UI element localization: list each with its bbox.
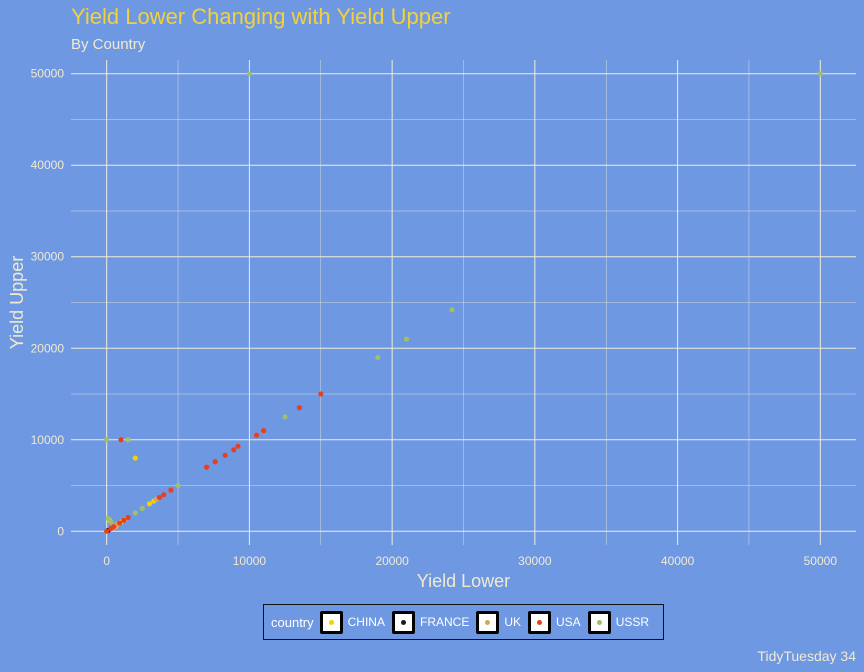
y-tick-label: 50000 <box>31 67 65 81</box>
data-point-usa <box>156 494 163 501</box>
legend-item-ussr: USSR <box>587 610 650 634</box>
x-tick-label: 10000 <box>233 554 267 568</box>
data-point-usa <box>231 447 237 453</box>
data-point-china <box>132 455 138 461</box>
data-point-ussr <box>104 437 110 443</box>
legend-key <box>587 610 611 634</box>
data-point-usa <box>104 528 110 534</box>
legend-label: UK <box>504 615 521 629</box>
legend-label: USSR <box>615 615 650 629</box>
data-point-usa <box>111 524 117 530</box>
legend-label: USA <box>556 615 581 629</box>
data-point-usa <box>235 443 241 449</box>
data-point-china <box>146 501 153 507</box>
legend-key <box>476 610 500 634</box>
x-tick-label: 0 <box>103 554 110 568</box>
y-tick-label: 20000 <box>31 341 65 355</box>
legend-title: country <box>271 614 314 630</box>
legend-marker <box>328 619 334 625</box>
x-axis-title: Yield Lower <box>417 571 510 591</box>
legend-key <box>319 610 343 634</box>
legend-items: CHINA FRANCE UK USA USSR <box>319 610 656 634</box>
chart-title: Yield Lower Changing with Yield Upper <box>71 4 451 29</box>
legend-key <box>528 610 551 634</box>
legend-item-uk: UK <box>476 610 521 634</box>
data-point-usa <box>121 517 127 523</box>
legend-marker <box>485 619 491 625</box>
x-tick-label: 20000 <box>375 554 409 568</box>
data-point-ussr <box>125 437 131 443</box>
legend-label: CHINA <box>347 615 385 629</box>
legend-marker <box>537 619 542 625</box>
data-point-usa <box>296 405 302 411</box>
data-point-usa <box>116 520 123 526</box>
legend-key <box>391 610 415 634</box>
data-point-ussr <box>375 354 381 361</box>
data-point-usa <box>161 492 167 498</box>
y-tick-label: 10000 <box>31 433 65 447</box>
data-point-ussr <box>282 414 288 420</box>
y-tick-label: 0 <box>57 524 64 538</box>
legend-item-france: FRANCE <box>391 610 470 634</box>
data-point-usa <box>253 432 260 438</box>
data-point-usa <box>261 428 267 434</box>
data-point-ussr <box>246 71 253 77</box>
data-point-usa <box>222 452 228 458</box>
legend-item-china: CHINA <box>319 610 385 634</box>
data-point-ussr <box>132 510 138 516</box>
data-point-ussr <box>175 482 181 489</box>
x-tick-label: 50000 <box>804 554 838 568</box>
data-point-ussr <box>139 505 145 511</box>
chart-caption: TidyTuesday 34 <box>757 648 856 664</box>
data-point-ussr <box>449 307 455 313</box>
chart-subtitle: By Country <box>71 36 146 53</box>
data-point-ussr <box>817 71 823 77</box>
y-tick-label: 30000 <box>31 250 65 264</box>
data-point-usa <box>318 391 324 397</box>
data-point-ussr <box>108 519 114 525</box>
y-tick-label: 40000 <box>31 158 65 172</box>
data-point-usa <box>203 464 210 470</box>
legend-marker <box>400 619 406 625</box>
data-point-usa <box>118 437 124 443</box>
data-point-usa <box>125 514 131 521</box>
legend-marker <box>596 619 602 625</box>
x-tick-label: 30000 <box>518 554 552 568</box>
legend: country CHINA FRANCE UK USA USSR <box>263 604 664 640</box>
legend-item-usa: USA <box>528 610 581 634</box>
y-axis-title: Yield Upper <box>7 256 27 349</box>
legend-label: FRANCE <box>419 615 470 629</box>
data-point-ussr <box>403 336 410 342</box>
x-tick-label: 40000 <box>661 554 695 568</box>
data-point-ussr <box>105 515 111 522</box>
data-point-usa <box>168 487 174 493</box>
data-point-usa <box>212 459 218 465</box>
